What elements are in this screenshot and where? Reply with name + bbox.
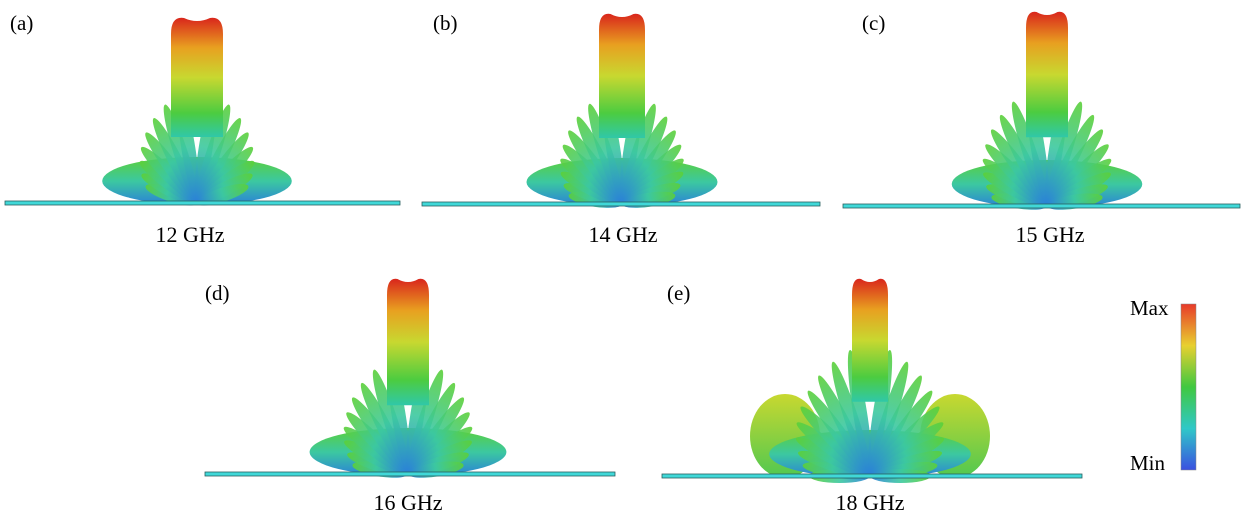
ground-plane	[205, 472, 615, 476]
main-beam	[599, 14, 645, 138]
panel-label: (e)	[667, 281, 690, 305]
ground-plane	[5, 201, 400, 205]
panel-label: (d)	[205, 281, 230, 305]
main-beam	[387, 279, 429, 405]
panel-label: (b)	[433, 11, 458, 35]
colorbar-min: Min	[1130, 451, 1166, 475]
main-beam	[1026, 12, 1068, 137]
ground-plane	[422, 202, 820, 206]
colorbar-max: Max	[1130, 296, 1169, 320]
main-beam	[171, 18, 223, 137]
patterns	[5, 12, 1240, 483]
colorbar	[1181, 304, 1196, 470]
figure: (a) (b) (c) (d) (e) 12 GHz 14 GHz 15 GHz…	[0, 0, 1250, 517]
ground-plane	[843, 204, 1240, 208]
caption: 16 GHz	[373, 490, 442, 515]
caption: 18 GHz	[835, 490, 904, 515]
caption: 14 GHz	[588, 222, 657, 247]
caption: 15 GHz	[1015, 222, 1084, 247]
main-beam	[852, 279, 888, 402]
ground-plane	[662, 474, 1082, 478]
panel-label: (a)	[10, 11, 33, 35]
caption: 12 GHz	[155, 222, 224, 247]
panel-label: (c)	[862, 11, 885, 35]
